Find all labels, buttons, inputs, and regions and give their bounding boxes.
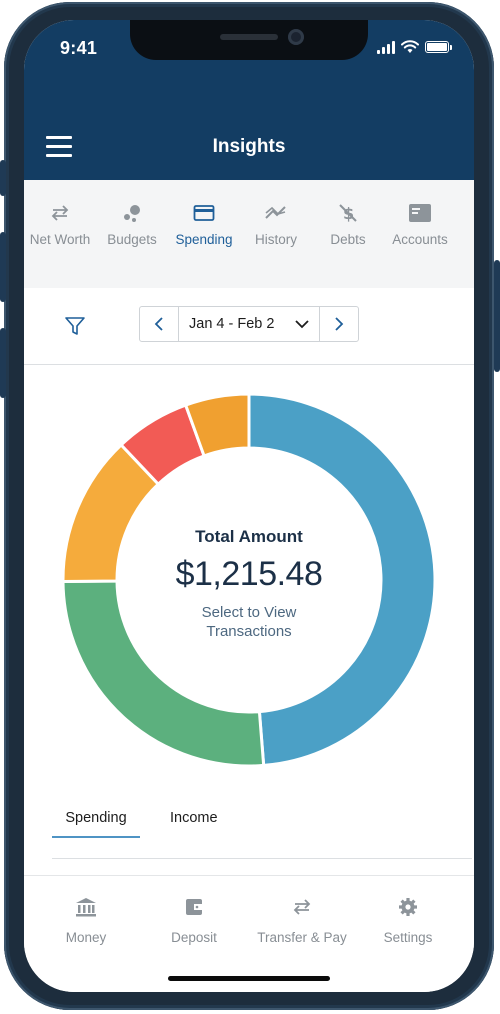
nav-label: Deposit (171, 930, 217, 945)
trend-icon (265, 206, 286, 219)
tab-history[interactable]: History (240, 180, 312, 288)
tab-label: Debts (330, 232, 366, 247)
transfer-arrows-icon (293, 899, 311, 915)
menu-icon[interactable] (46, 136, 72, 158)
phone-volume-down (0, 328, 6, 398)
bank-icon (76, 898, 96, 917)
tab-label: Budgets (107, 232, 157, 247)
app-screen: 9:41 Insights Net (24, 20, 474, 992)
nav-label: Money (65, 930, 107, 945)
slice-blue[interactable] (247, 392, 437, 768)
phone-power-button (494, 260, 500, 372)
notch (130, 20, 368, 60)
tab-label: Net Worth (29, 232, 91, 247)
tab-net-worth[interactable]: Net Worth (24, 180, 96, 288)
tab-accounts[interactable]: Accounts (384, 180, 456, 288)
subtab-spending[interactable]: Spending (52, 810, 140, 838)
home-indicator (168, 976, 330, 981)
signal-icon (377, 40, 395, 54)
subtab-label: Spending (65, 810, 127, 826)
date-range-dropdown[interactable]: Jan 4 - Feb 2 (179, 307, 319, 341)
chevron-down-icon (295, 320, 309, 329)
account-card-icon (409, 204, 431, 222)
select-line-2: Transactions (206, 623, 292, 640)
camera (288, 29, 304, 45)
battery-tip (450, 44, 452, 50)
date-range-label: Jan 4 - Feb 2 (189, 316, 275, 332)
tab-label: Accounts (392, 232, 448, 247)
subtab-income[interactable]: Income (170, 810, 218, 836)
app-header: 9:41 Insights (24, 20, 474, 180)
transfer-arrows-icon (51, 205, 69, 221)
donut-svg (61, 392, 437, 768)
filter-row: Jan 4 - Feb 2 (24, 288, 474, 365)
previous-period-button[interactable] (140, 307, 179, 341)
wallet-icon (186, 899, 202, 915)
spending-income-toggle: Spending Income (52, 800, 472, 860)
tab-budgets[interactable]: Budgets (96, 180, 168, 288)
select-line-1: Select to View (201, 604, 297, 621)
phone-silent-switch (0, 160, 6, 196)
battery-icon (425, 41, 449, 53)
status-time: 9:41 (60, 38, 98, 58)
page-title: Insights (212, 136, 286, 157)
tab-label: History (254, 232, 297, 247)
tab-label: Spending (175, 232, 233, 247)
nav-deposit[interactable]: Deposit (158, 896, 230, 945)
nav-transfer-pay[interactable]: Transfer & Pay (250, 896, 354, 945)
bottom-nav: Money Deposit Transfer & Pay (24, 875, 474, 992)
next-period-button[interactable] (319, 307, 358, 341)
total-amount-label: Total Amount (195, 527, 303, 546)
filter-icon[interactable] (64, 315, 86, 337)
tab-debts[interactable]: $ Debts (312, 180, 384, 288)
chevron-right-icon (335, 317, 344, 331)
spending-donut-chart[interactable]: Total Amount $1,215.48 Select to View Tr… (54, 385, 444, 775)
insights-tab-bar: Net Worth Budgets Spending History $ (24, 180, 474, 288)
nav-label: Transfer & Pay (257, 930, 347, 945)
gear-icon (399, 898, 417, 916)
select-to-view-link[interactable]: Select to View Transactions (54, 603, 444, 641)
total-amount-value: $1,215.48 (175, 555, 323, 593)
chevron-left-icon (154, 317, 163, 331)
dollar-slash-icon: $ (339, 204, 357, 223)
speaker (220, 34, 278, 40)
tab-spending[interactable]: Spending (168, 180, 240, 288)
status-icons (377, 40, 452, 54)
subtab-label: Income (170, 810, 218, 826)
phone-volume-up (0, 232, 6, 302)
card-icon (193, 205, 215, 221)
date-range-picker: Jan 4 - Feb 2 (139, 306, 359, 342)
slice-orange[interactable] (183, 392, 251, 458)
nav-settings[interactable]: Settings (372, 896, 444, 945)
nav-label: Settings (383, 930, 433, 945)
wifi-icon (401, 40, 419, 53)
divider (52, 858, 472, 859)
budget-dots-icon (124, 205, 140, 222)
nav-money[interactable]: Money (50, 896, 122, 945)
